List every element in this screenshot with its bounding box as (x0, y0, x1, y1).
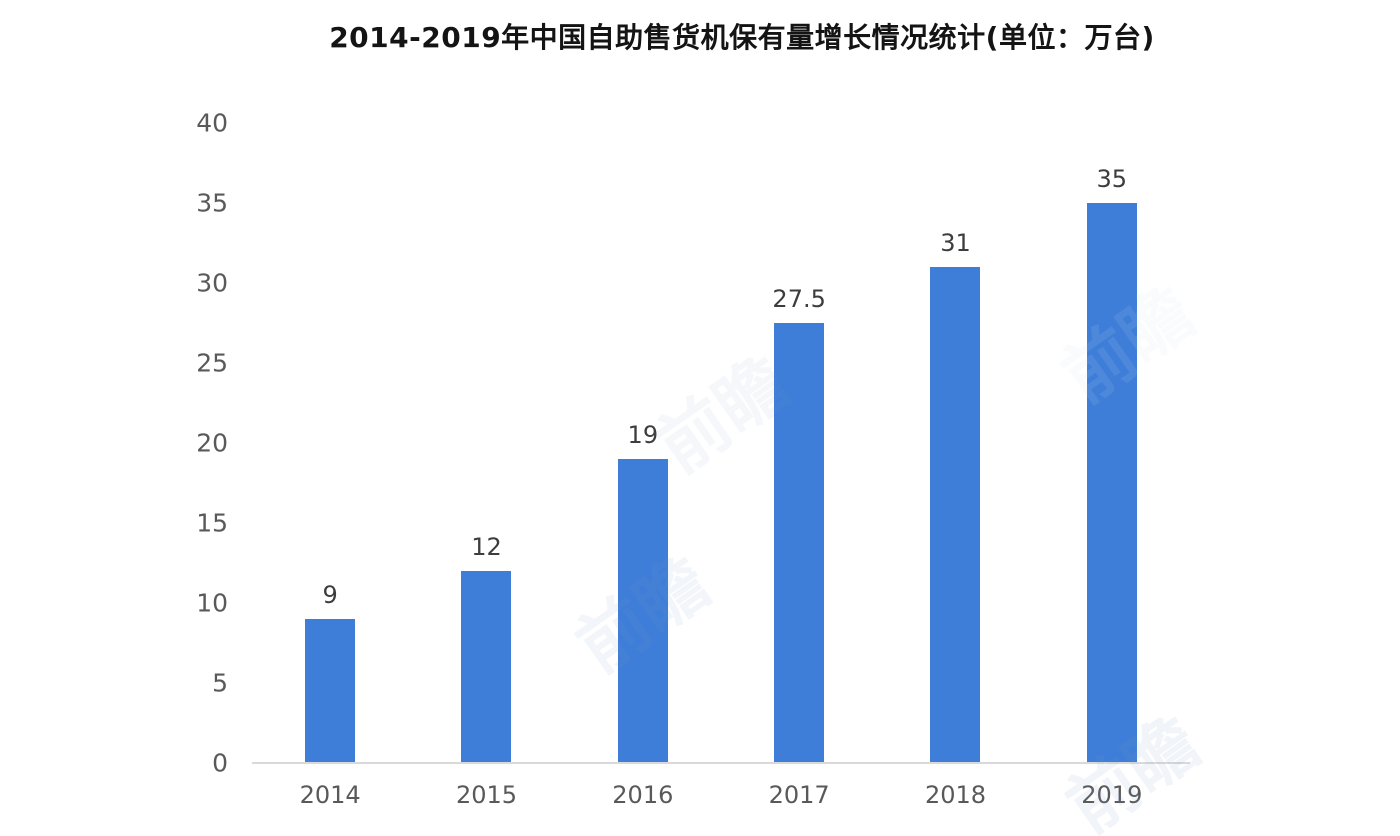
bar-group-2015: 12 (408, 123, 564, 763)
x-axis: 2014 2015 2016 2017 2018 2019 (252, 781, 1190, 810)
x-tick-label: 2017 (768, 781, 830, 809)
bar-2016 (617, 459, 668, 763)
bar-group-2014: 9 (252, 123, 408, 763)
bar-value-label: 35 (1096, 165, 1128, 193)
x-tick-label: 2016 (612, 781, 674, 809)
bar-value-label: 27.5 (772, 285, 826, 313)
x-tick-label: 2018 (924, 781, 987, 809)
bar-2014 (305, 619, 356, 763)
bar-value-label: 9 (322, 581, 338, 609)
bar-2015 (461, 571, 512, 763)
y-axis: 0 5 10 15 20 25 30 35 40 (140, 111, 228, 776)
chart-title: 2014-2019年中国自助售货机保有量增长情况统计(单位：万台) (329, 21, 1155, 54)
bar-value-label: 19 (627, 421, 659, 449)
y-tick-label: 15 (196, 508, 228, 538)
y-tick-label: 10 (196, 588, 228, 618)
bar-group-2018: 31 (877, 123, 1033, 763)
y-tick-label: 40 (196, 108, 228, 138)
bar-value-label: 12 (471, 533, 502, 561)
y-tick-label: 35 (196, 188, 228, 218)
bar-group-2016: 19 (565, 123, 721, 763)
bar-2018 (930, 267, 981, 763)
bar-value-label: 31 (940, 229, 971, 257)
x-axis-line (252, 762, 1190, 764)
x-tick-label: 2014 (299, 781, 361, 809)
y-tick-label: 30 (196, 268, 228, 298)
x-tick-label: 2019 (1081, 781, 1143, 809)
bars-container: 9 12 19 27.5 31 35 (252, 123, 1190, 763)
bar-2019 (1086, 203, 1137, 763)
x-tick-label: 2015 (455, 781, 518, 809)
y-tick-label: 0 (212, 748, 228, 778)
y-tick-label: 25 (196, 348, 228, 378)
y-tick-label: 20 (196, 428, 228, 458)
bar-2017 (774, 323, 825, 763)
bar-group-2019: 35 (1034, 123, 1190, 763)
bar-group-2017: 27.5 (721, 123, 877, 763)
y-tick-label: 5 (212, 668, 228, 698)
